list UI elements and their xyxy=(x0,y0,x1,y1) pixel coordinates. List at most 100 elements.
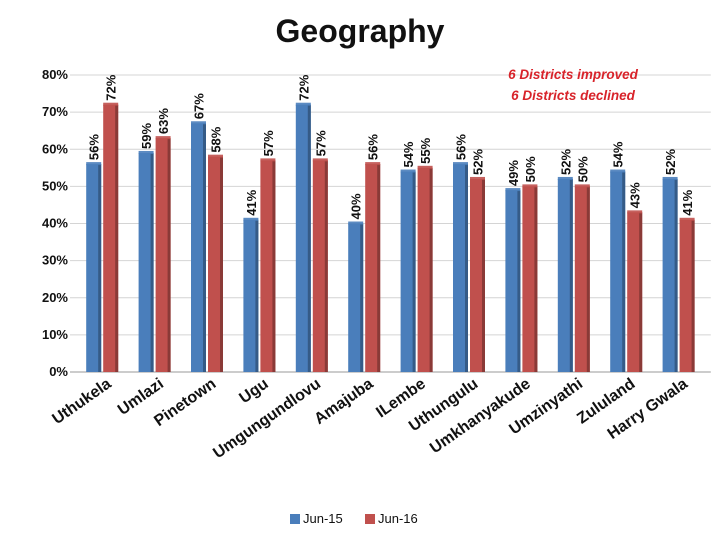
data-label: 52% xyxy=(663,148,678,174)
bar-jun-15-uthukela xyxy=(86,164,102,372)
data-label: 72% xyxy=(296,74,311,100)
bar-side-shade xyxy=(98,164,102,372)
bar-top-cap xyxy=(348,221,364,225)
bar-side-shade xyxy=(324,160,328,372)
bars xyxy=(86,102,695,372)
legend: Jun-15 Jun-16 xyxy=(290,511,418,526)
data-label: 41% xyxy=(244,189,259,215)
bar-side-shade xyxy=(412,171,416,372)
legend-swatch-jun-15 xyxy=(290,514,300,524)
data-label: 58% xyxy=(209,126,224,152)
y-axis: 0% 10% 20% 30% 40% 50% 60% 70% 80% xyxy=(42,67,711,379)
bar-top-cap xyxy=(208,154,223,158)
y-tick-label: 10% xyxy=(42,327,68,342)
bar-jun-15-umlazi xyxy=(138,152,154,372)
x-tick-label: Uthukela xyxy=(49,375,114,428)
bar-top-cap xyxy=(312,158,328,162)
bar-top-cap xyxy=(138,150,154,154)
data-label: 56% xyxy=(454,134,469,160)
bar-side-shade xyxy=(569,178,573,372)
legend-swatch-jun-16 xyxy=(365,514,375,524)
bar-side-shade xyxy=(167,138,171,372)
bar-jun-15-umgungundlovu xyxy=(295,104,311,372)
bar-top-cap xyxy=(400,169,416,173)
bar-jun-15-uthungulu xyxy=(453,164,468,372)
data-labels: 56%72%59%63%67%58%41%57%72%57%40%56% 54% 5… xyxy=(87,74,695,219)
legend-label-jun-16: Jun-16 xyxy=(378,511,418,526)
bar-jun-16-umkhanyakude xyxy=(522,186,538,372)
gridlines xyxy=(70,74,711,336)
bar-side-shade xyxy=(517,190,521,372)
bar-top-cap xyxy=(522,184,538,188)
bar-side-shade xyxy=(377,164,381,372)
bar-top-cap xyxy=(365,162,381,166)
bar-side-shade xyxy=(220,156,223,372)
bar-top-cap xyxy=(417,165,433,169)
bar-top-cap xyxy=(505,188,521,192)
bar-side-shade xyxy=(586,186,590,372)
bar-side-shade xyxy=(465,164,468,372)
y-tick-label: 60% xyxy=(42,141,68,156)
data-label: 57% xyxy=(313,130,328,156)
x-tick-label: Ugu xyxy=(236,375,271,407)
bar-top-cap xyxy=(191,121,206,125)
bar-jun-16-umlazi xyxy=(155,138,171,372)
bar-jun-16-zululand xyxy=(627,212,643,372)
x-tick-label: Amajuba xyxy=(311,375,376,428)
data-label: 41% xyxy=(680,189,695,215)
bar-top-cap xyxy=(295,102,311,106)
bar-jun-15-umzinyathi xyxy=(557,178,573,372)
bar-top-cap xyxy=(610,169,626,173)
y-tick-label: 30% xyxy=(42,253,68,268)
bar-side-shade xyxy=(691,219,695,372)
bar-side-shade xyxy=(150,152,154,372)
y-tick-label: 20% xyxy=(42,290,68,305)
bar-side-shade xyxy=(115,104,119,372)
data-label: 40% xyxy=(349,193,364,219)
bar-jun-16-amajuba xyxy=(365,164,381,372)
bar-jun-16-ilembe xyxy=(417,167,433,372)
bar-side-shade xyxy=(255,219,259,372)
bar-top-cap xyxy=(679,217,695,221)
bar-top-cap xyxy=(155,136,171,140)
bar-side-shade xyxy=(429,167,433,372)
bar-top-cap xyxy=(574,184,590,188)
bar-jun-15-amajuba xyxy=(348,223,364,372)
data-label: 43% xyxy=(628,182,643,208)
bar-top-cap xyxy=(453,162,468,166)
data-label: 56% xyxy=(87,134,102,160)
data-label: 52% xyxy=(558,148,573,174)
bar-side-shade xyxy=(360,223,364,372)
data-label: 57% xyxy=(261,130,276,156)
annotation-declined: 6 Districts declined xyxy=(511,88,636,103)
data-label: 55% xyxy=(418,137,433,163)
bar-side-shade xyxy=(639,212,643,372)
bar-jun-16-harry-gwala xyxy=(679,219,695,372)
y-tick-label: 0% xyxy=(49,364,68,379)
y-tick-label: 50% xyxy=(42,178,68,193)
bar-top-cap xyxy=(662,176,678,180)
data-label: 50% xyxy=(523,156,538,182)
data-label: 63% xyxy=(156,108,171,134)
bar-side-shade xyxy=(307,104,311,372)
bar-jun-15-zululand xyxy=(610,171,626,372)
bar-side-shade xyxy=(203,123,206,372)
data-label: 50% xyxy=(575,156,590,182)
bar-jun-15-umkhanyakude xyxy=(505,190,521,372)
data-label: 56% xyxy=(366,134,381,160)
bar-jun-16-umzinyathi xyxy=(574,186,590,372)
bar-jun-16-ugu xyxy=(260,160,276,372)
bar-top-cap xyxy=(470,176,485,180)
bar-jun-15-harry-gwala xyxy=(662,178,678,372)
bar-side-shade xyxy=(674,178,678,372)
y-tick-label: 80% xyxy=(42,67,68,82)
bar-top-cap xyxy=(557,176,573,180)
bar-top-cap xyxy=(243,217,259,221)
bar-top-cap xyxy=(627,210,643,214)
bar-top-cap xyxy=(103,102,119,106)
data-label: 54% xyxy=(611,141,626,167)
data-label: 59% xyxy=(139,123,154,149)
bar-side-shade xyxy=(534,186,538,372)
